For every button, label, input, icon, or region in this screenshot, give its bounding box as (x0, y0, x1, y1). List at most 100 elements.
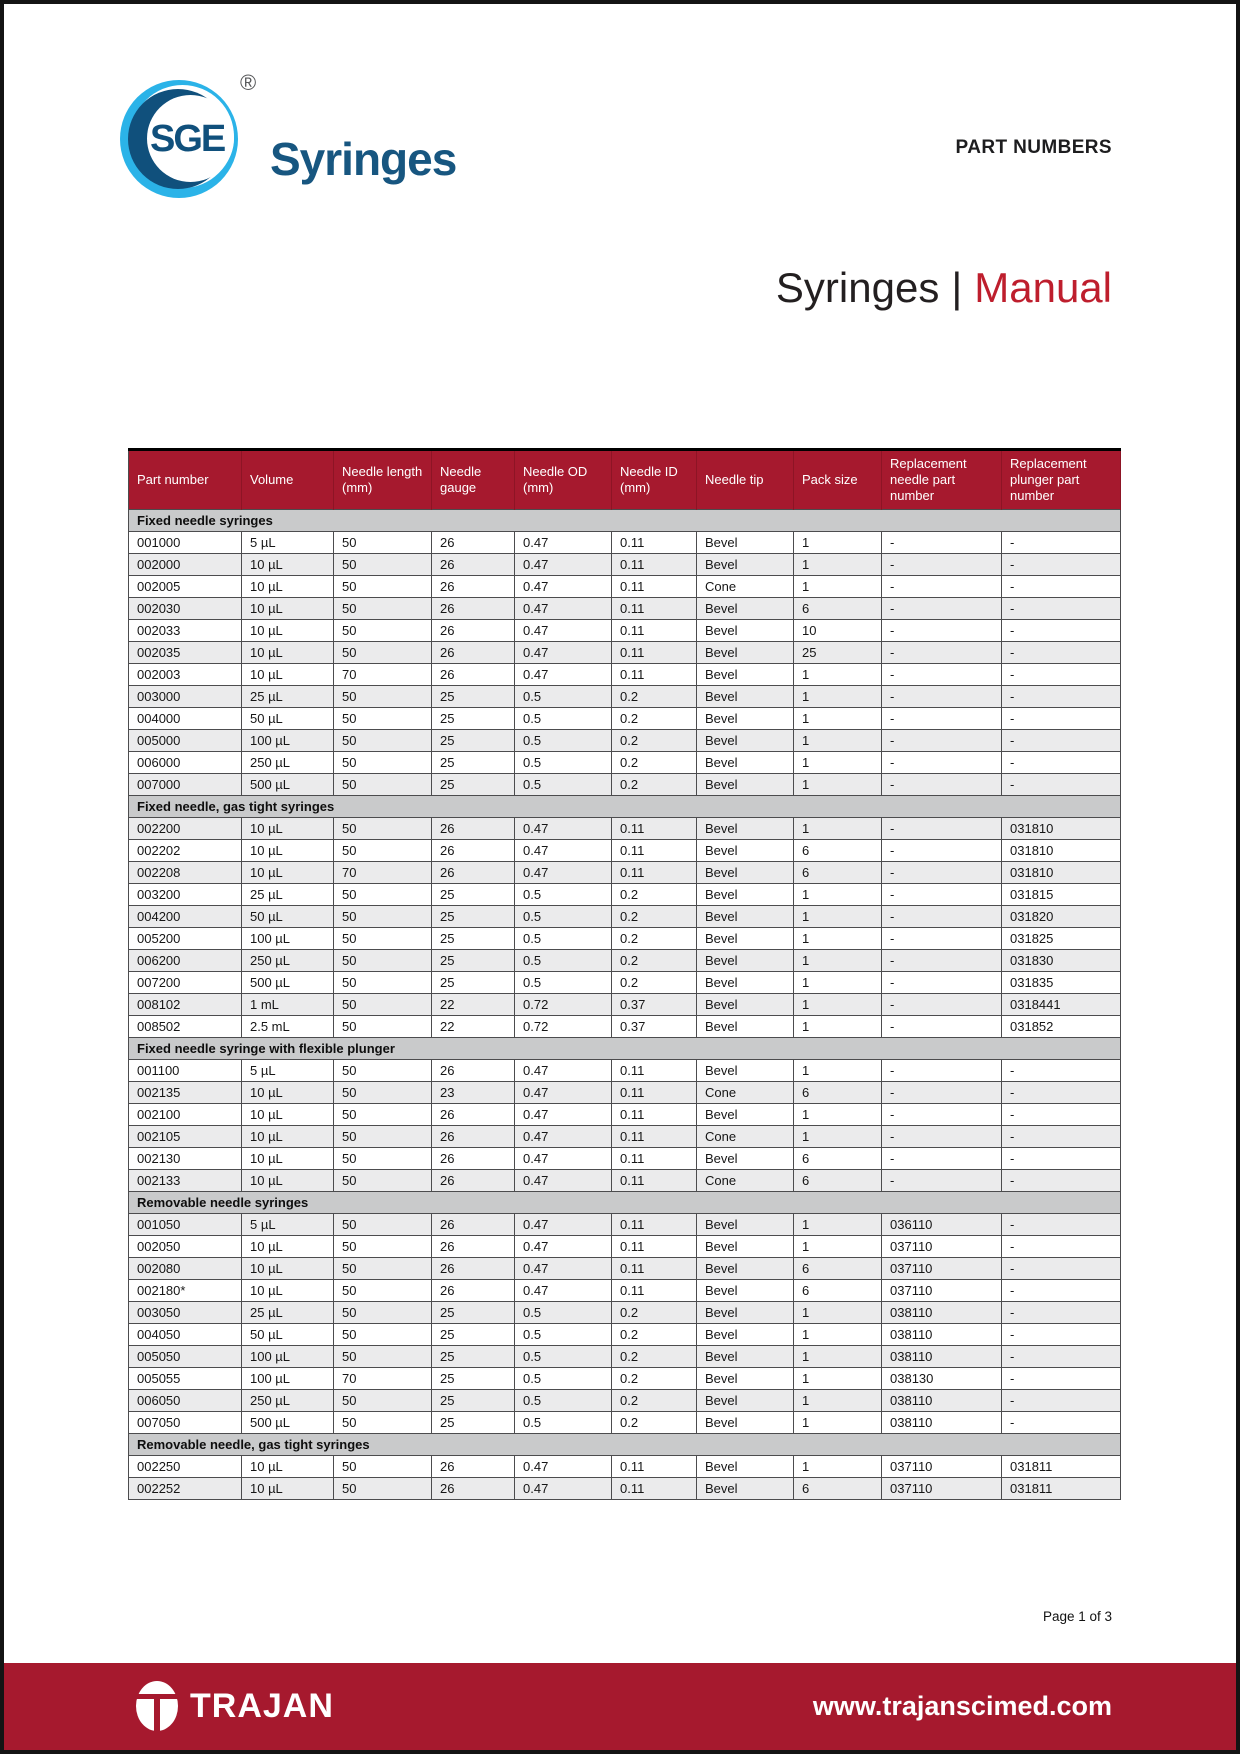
table-cell: 037110 (881, 1235, 1002, 1258)
table-cell: - (1001, 597, 1121, 620)
table-cell: 25 (431, 729, 515, 752)
table-cell: 0.11 (611, 619, 697, 642)
table-cell: - (881, 927, 1002, 950)
table-cell: 26 (431, 1455, 515, 1478)
table-cell: 50 (333, 1125, 432, 1148)
table-cell: 002130 (128, 1147, 242, 1170)
table-cell: 50 (333, 1213, 432, 1236)
table-cell: Bevel (696, 1279, 794, 1302)
part-numbers-label: PART NUMBERS (955, 137, 1112, 158)
table-cell: 1 (793, 1455, 882, 1478)
table-cell: - (1001, 685, 1121, 708)
table-cell: 0.11 (611, 641, 697, 664)
table-cell: 26 (431, 663, 515, 686)
table-cell: 0.47 (514, 597, 612, 620)
title-separator: | (951, 264, 963, 311)
table-cell: 26 (431, 619, 515, 642)
table-cell: 0.2 (611, 971, 697, 994)
table-cell: 10 µL (241, 1477, 334, 1500)
table-cell: 50 (333, 883, 432, 906)
footer-url[interactable]: www.trajanscimed.com (812, 1691, 1112, 1721)
table-cell: 0.47 (514, 531, 612, 554)
table-cell: - (1001, 1081, 1121, 1104)
table-cell: 10 µL (241, 1455, 334, 1478)
column-header: Replacement needle part number (881, 448, 1002, 510)
table-cell: 22 (431, 993, 515, 1016)
table-cell: 031810 (1001, 817, 1121, 840)
table-cell: 005200 (128, 927, 242, 950)
table-cell: 25 (431, 949, 515, 972)
table-cell: 10 µL (241, 1125, 334, 1148)
table-cell: Bevel (696, 1367, 794, 1390)
table-cell: - (1001, 1367, 1121, 1390)
table-cell: 0.11 (611, 1103, 697, 1126)
page-indicator: Page 1 of 3 (1042, 1609, 1112, 1624)
table-cell: 50 (333, 1147, 432, 1170)
table-cell: 25 (431, 883, 515, 906)
table-cell: 25 µL (241, 1301, 334, 1324)
table-cell: 500 µL (241, 971, 334, 994)
table-cell: 10 µL (241, 1103, 334, 1126)
table-cell: 2.5 mL (241, 1015, 334, 1038)
table-cell: 0.5 (514, 1323, 612, 1346)
table-cell: 0.11 (611, 1257, 697, 1280)
table-cell: 50 (333, 707, 432, 730)
table-cell: Bevel (696, 1455, 794, 1478)
table-cell: 50 (333, 1323, 432, 1346)
table-cell: 50 (333, 1015, 432, 1038)
table-cell: 50 (333, 905, 432, 928)
table-row: 004000 50 µL 50 25 0.5 0.2 Bevel 1- - (128, 707, 1121, 730)
table-cell: Bevel (696, 597, 794, 620)
table-cell: 0.5 (514, 1345, 612, 1368)
table-cell: 25 (431, 1345, 515, 1368)
footer-bar: TRAJAN www.trajanscimed.com (4, 1663, 1236, 1750)
table-cell: - (1001, 1345, 1121, 1368)
table-cell: 006200 (128, 949, 242, 972)
table-cell: 26 (431, 531, 515, 554)
table-cell: 10 µL (241, 1279, 334, 1302)
table-cell: - (881, 817, 1002, 840)
table-cell: 0.11 (611, 1477, 697, 1500)
trajan-logo-icon (134, 1681, 180, 1733)
table-row: 002200 10 µL 50 26 0.47 0.11 Bevel 1-031810 (128, 817, 1121, 840)
table-cell: 50 (333, 1235, 432, 1258)
table-cell: 031825 (1001, 927, 1121, 950)
table-cell: Bevel (696, 971, 794, 994)
table-cell: 002033 (128, 619, 242, 642)
table-cell: 26 (431, 1257, 515, 1280)
table-cell: 10 µL (241, 1147, 334, 1170)
table-cell: 50 (333, 1169, 432, 1192)
table-cell: Cone (696, 1125, 794, 1148)
table-cell: 500 µL (241, 1411, 334, 1434)
table-cell: 50 (333, 817, 432, 840)
table-cell: 005055 (128, 1367, 242, 1390)
table-cell: 50 (333, 1389, 432, 1412)
table-cell: 0.11 (611, 1213, 697, 1236)
table-cell: 10 µL (241, 575, 334, 598)
table-cell: - (1001, 1389, 1121, 1412)
table-cell: 0.5 (514, 971, 612, 994)
table-cell: 031810 (1001, 861, 1121, 884)
table-cell: - (1001, 729, 1121, 752)
section-row: Removable needle, gas tight syringes (128, 1433, 1121, 1456)
table-cell: 250 µL (241, 949, 334, 972)
table-cell: Bevel (696, 927, 794, 950)
table-cell: 001050 (128, 1213, 242, 1236)
table-cell: Bevel (696, 729, 794, 752)
column-header: Needle gauge (431, 448, 515, 510)
table-cell: 250 µL (241, 1389, 334, 1412)
column-header: Part number (128, 448, 242, 510)
table-cell: Bevel (696, 1059, 794, 1082)
table-cell: 25 µL (241, 883, 334, 906)
page-title: Syringes | Manual (776, 264, 1112, 312)
table-cell: 1 (793, 773, 882, 796)
table-cell: - (881, 1059, 1002, 1082)
table-cell: 1 (793, 1345, 882, 1368)
table-cell: 50 (333, 927, 432, 950)
table-cell: - (1001, 1323, 1121, 1346)
table-cell: 1 (793, 575, 882, 598)
table-cell: 0.5 (514, 1301, 612, 1324)
table-cell: 0.2 (611, 949, 697, 972)
table-row: 002130 10 µL 50 26 0.47 0.11 Bevel 6- - (128, 1147, 1121, 1170)
table-cell: 26 (431, 1147, 515, 1170)
